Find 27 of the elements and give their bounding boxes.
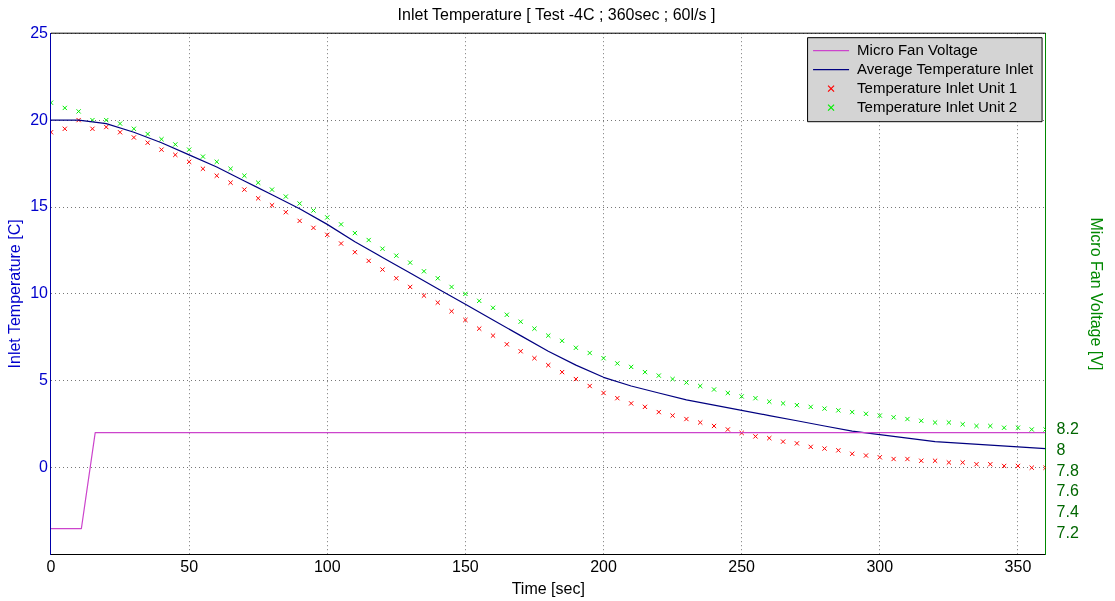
legend-label: Temperature Inlet Unit 1: [857, 78, 1018, 96]
legend-label: Micro Fan Voltage: [857, 40, 978, 58]
x-tick-label: 250: [728, 557, 756, 575]
legend-label: Temperature Inlet Unit 2: [857, 97, 1018, 115]
legend-label: Average Temperature Inlet: [857, 59, 1035, 77]
y2-tick-label: 8: [1056, 440, 1066, 458]
y2-tick-label: 8.2: [1056, 419, 1079, 437]
x-tick-label: 200: [590, 557, 617, 575]
y-tick-label: 10: [30, 284, 49, 302]
chart-title: Inlet Temperature [ Test -4C ; 360sec ; 60l/s ]: [397, 6, 716, 24]
y-axis-title: Inlet Temperature [C]: [6, 219, 24, 369]
y-tick-label: 5: [39, 371, 49, 389]
x-tick-label: 150: [452, 557, 479, 575]
y2-axis-title: Micro Fan Voltage [V]: [1087, 217, 1105, 371]
y-tick-label: 0: [39, 458, 49, 476]
y2-tick-label: 7.2: [1056, 524, 1079, 542]
y-tick-label: 25: [30, 23, 49, 41]
y-tick-label: 20: [30, 110, 49, 128]
x-tick-label: 100: [313, 557, 341, 575]
y2-tick-label: 7.4: [1056, 503, 1079, 521]
y2-tick-label: 7.8: [1056, 461, 1079, 479]
x-tick-label: 50: [180, 557, 199, 575]
x-axis-title: Time [sec]: [511, 579, 585, 597]
y2-tick-label: 7.6: [1056, 482, 1079, 500]
x-tick-label: 350: [1004, 557, 1032, 575]
x-tick-label: 300: [866, 557, 894, 575]
y-tick-label: 15: [30, 197, 49, 215]
